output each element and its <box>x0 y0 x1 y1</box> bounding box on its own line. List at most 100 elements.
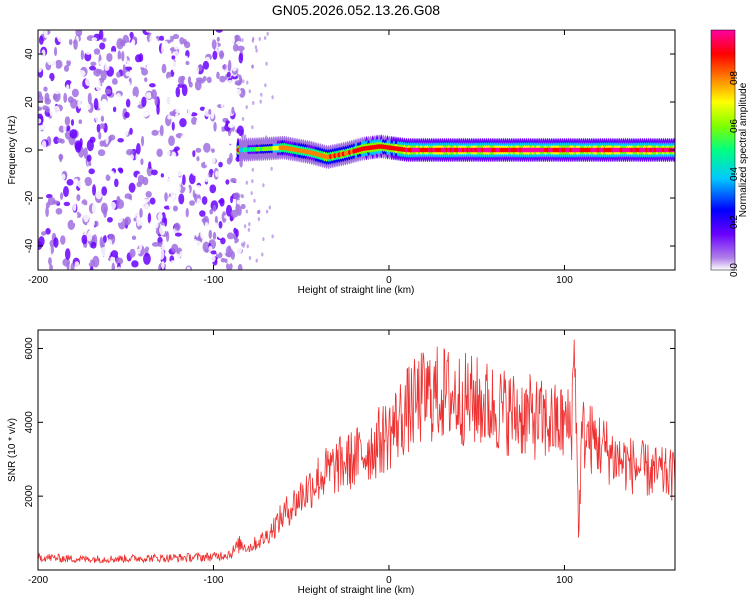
noise-speckle <box>233 133 240 138</box>
noise-speckle <box>168 197 173 210</box>
noise-speckle <box>45 206 49 218</box>
noise-speckle <box>144 77 148 83</box>
noise-speckle <box>96 123 101 133</box>
noise-speckle <box>230 239 235 250</box>
noise-speckle <box>196 156 200 162</box>
noise-speckle <box>63 65 70 72</box>
noise-speckle <box>107 151 111 159</box>
noise-speckle <box>94 220 99 227</box>
noise-speckle <box>172 33 180 40</box>
noise-speckle <box>185 207 189 218</box>
noise-speckle <box>181 260 188 267</box>
noise-speckle <box>252 101 255 106</box>
noise-speckle <box>208 100 216 108</box>
noise-speckle <box>203 132 207 142</box>
noise-speckle <box>145 92 152 99</box>
noise-speckle <box>53 237 59 248</box>
noise-speckle <box>232 43 239 52</box>
noise-speckle <box>164 217 168 227</box>
noise-speckle <box>226 71 231 78</box>
noise-speckle <box>153 182 160 192</box>
noise-speckle <box>77 203 85 214</box>
snr-x-label: Height of straight line (km) <box>298 585 415 596</box>
noise-speckle <box>174 146 180 151</box>
noise-speckle <box>80 86 85 99</box>
noise-speckle <box>216 71 220 80</box>
noise-speckle <box>99 123 105 129</box>
snr-y-tick-label: 6000 <box>24 337 35 360</box>
noise-speckle <box>268 205 272 210</box>
noise-speckle <box>147 212 152 224</box>
noise-speckle <box>170 187 176 199</box>
noise-speckle <box>214 195 221 200</box>
noise-speckle <box>102 98 108 109</box>
noise-speckle <box>251 179 254 184</box>
noise-speckle <box>243 134 247 139</box>
noise-speckle <box>227 257 232 265</box>
noise-speckle <box>148 161 152 169</box>
noise-speckle <box>80 49 84 60</box>
noise-speckle <box>127 175 133 181</box>
noise-speckle <box>40 231 47 236</box>
noise-speckle <box>71 88 79 98</box>
noise-speckle <box>260 92 263 97</box>
noise-speckle <box>78 119 82 124</box>
noise-speckle <box>77 70 86 77</box>
noise-speckle <box>200 229 205 239</box>
noise-speckle <box>114 178 119 188</box>
noise-speckle <box>126 115 133 125</box>
noise-speckle <box>215 30 223 33</box>
noise-speckle <box>161 63 167 74</box>
noise-speckle <box>150 125 155 132</box>
noise-speckle <box>83 117 88 130</box>
noise-speckle <box>216 87 224 97</box>
noise-speckle <box>121 50 125 62</box>
noise-speckle <box>231 106 235 115</box>
noise-speckle <box>38 118 42 124</box>
noise-speckle <box>209 208 214 215</box>
noise-speckle <box>56 244 64 252</box>
chart-title: GN05.2026.052.13.26.G08 <box>272 2 440 18</box>
noise-speckle <box>177 96 184 105</box>
noise-speckle <box>212 50 218 60</box>
noise-speckle <box>167 115 172 120</box>
noise-speckle <box>107 216 113 223</box>
noise-speckle <box>38 262 42 269</box>
noise-speckle <box>129 248 136 258</box>
noise-speckle <box>191 163 196 169</box>
noise-speckle <box>187 76 192 85</box>
noise-speckle <box>142 231 151 240</box>
noise-speckle <box>102 197 107 203</box>
noise-speckle <box>63 201 71 207</box>
noise-speckle <box>135 54 142 63</box>
noise-speckle <box>109 175 115 182</box>
snr-x-tick-label: 100 <box>556 575 573 586</box>
noise-speckle <box>164 192 168 202</box>
noise-speckle <box>265 209 269 214</box>
noise-speckle <box>39 190 47 197</box>
noise-speckle <box>77 180 86 189</box>
noise-speckle <box>131 260 139 268</box>
noise-speckle <box>158 248 165 260</box>
noise-speckle <box>111 78 118 85</box>
noise-speckle <box>160 96 167 106</box>
noise-speckle <box>196 32 202 39</box>
noise-speckle <box>75 232 79 241</box>
noise-speckle <box>169 111 176 117</box>
noise-speckle <box>136 248 141 255</box>
noise-speckle <box>112 150 118 157</box>
noise-speckle <box>230 75 239 80</box>
noise-speckle <box>222 64 227 70</box>
noise-speckle <box>61 173 66 180</box>
noise-speckle <box>67 219 76 230</box>
noise-speckle <box>76 224 83 232</box>
noise-speckle <box>215 64 222 72</box>
noise-speckle <box>89 65 96 71</box>
noise-speckle <box>157 212 163 221</box>
noise-speckle <box>116 266 122 270</box>
noise-speckle <box>237 263 243 270</box>
noise-speckle <box>175 112 179 119</box>
noise-speckle <box>76 160 85 170</box>
